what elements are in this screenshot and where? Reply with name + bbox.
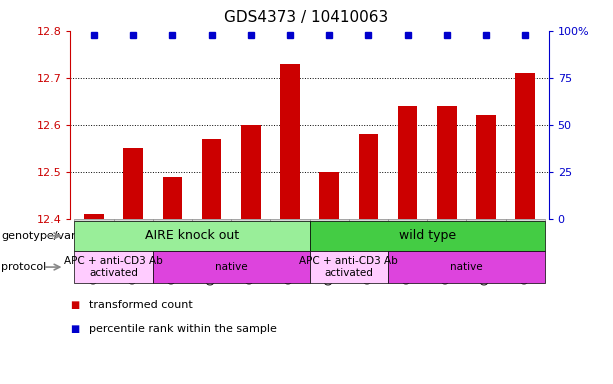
- Bar: [202, 139, 221, 219]
- Text: percentile rank within the sample: percentile rank within the sample: [89, 324, 276, 334]
- Text: transformed count: transformed count: [89, 300, 192, 310]
- Bar: [162, 177, 182, 219]
- Bar: [123, 148, 143, 219]
- Bar: [398, 106, 417, 219]
- Bar: [516, 73, 535, 219]
- Text: GDS4373 / 10410063: GDS4373 / 10410063: [224, 10, 389, 25]
- Text: wild type: wild type: [398, 229, 455, 242]
- Text: genotype/variation: genotype/variation: [1, 231, 107, 241]
- Text: native: native: [450, 262, 482, 272]
- Text: APC + anti-CD3 Ab
activated: APC + anti-CD3 Ab activated: [64, 256, 163, 278]
- Bar: [280, 64, 300, 219]
- Bar: [319, 172, 339, 219]
- Text: protocol: protocol: [1, 262, 47, 272]
- Bar: [84, 214, 104, 219]
- Text: ■: ■: [70, 324, 80, 334]
- Bar: [437, 106, 457, 219]
- Bar: [359, 134, 378, 219]
- Text: APC + anti-CD3 Ab
activated: APC + anti-CD3 Ab activated: [299, 256, 398, 278]
- Bar: [476, 116, 496, 219]
- Text: native: native: [215, 262, 248, 272]
- Text: ■: ■: [70, 300, 80, 310]
- Bar: [241, 125, 261, 219]
- Text: AIRE knock out: AIRE knock out: [145, 229, 239, 242]
